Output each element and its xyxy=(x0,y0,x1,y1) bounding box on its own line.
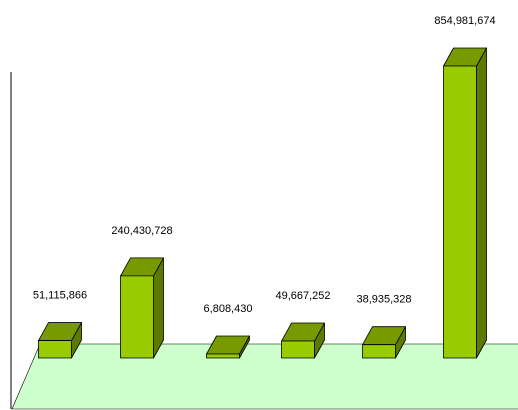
bar-front xyxy=(206,353,240,359)
bar xyxy=(120,257,164,359)
bar xyxy=(206,335,250,359)
bar xyxy=(281,322,325,359)
bar xyxy=(362,326,406,359)
bar-front xyxy=(362,344,396,359)
bar-front xyxy=(120,275,154,359)
data-label: 854,981,674 xyxy=(434,15,495,27)
data-label: 51,115,866 xyxy=(33,290,87,302)
bars-group xyxy=(38,47,487,359)
bar xyxy=(443,47,487,359)
chart-floor xyxy=(11,343,518,410)
bar xyxy=(38,322,82,359)
bar-front xyxy=(443,65,477,359)
bar-front xyxy=(38,340,72,359)
bar-front xyxy=(281,340,315,359)
data-labels-group: 51,115,866 240,430,728 6,808,430 49,667,252… xyxy=(33,15,496,315)
data-label: 49,667,252 xyxy=(275,290,330,302)
data-label: 240,430,728 xyxy=(111,225,172,237)
data-label: 38,935,328 xyxy=(356,294,411,306)
bar-side xyxy=(476,47,487,359)
data-label: 6,808,430 xyxy=(204,303,253,315)
